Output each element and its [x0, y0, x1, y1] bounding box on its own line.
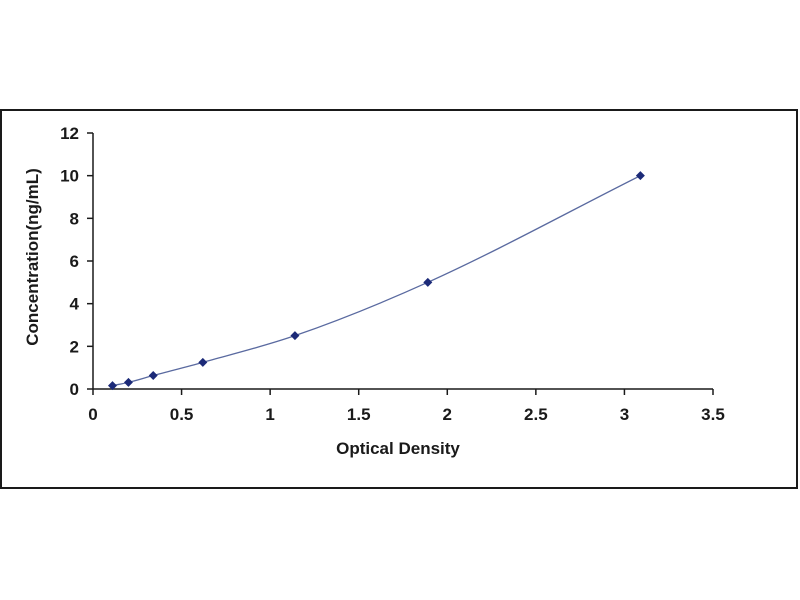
x-tick-label: 0	[88, 405, 97, 424]
y-tick-label: 4	[70, 295, 80, 314]
data-point	[423, 277, 433, 287]
x-tick-label: 2.5	[524, 405, 548, 424]
y-axis-ticks	[87, 132, 93, 390]
x-tick-label: 0.5	[170, 405, 194, 424]
y-axis-title: Concentration(ng/mL)	[23, 168, 42, 346]
y-tick-label: 10	[60, 167, 79, 186]
x-tick-label: 3.5	[701, 405, 725, 424]
y-tick-label: 12	[60, 124, 79, 143]
fit-curve	[112, 175, 641, 387]
x-tick-label: 2	[443, 405, 452, 424]
chart-frame	[0, 109, 798, 489]
x-tick-label: 1	[265, 405, 274, 424]
x-tick-label: 1.5	[347, 405, 371, 424]
data-point	[198, 357, 208, 367]
y-tick-label: 2	[70, 337, 79, 356]
data-point	[290, 331, 300, 341]
x-axis-title: Optical Density	[336, 439, 460, 458]
x-axis-tick-labels: 0 0.5 1 1.5 2 2.5 3 3.5	[88, 405, 725, 424]
data-point	[148, 371, 158, 381]
data-point	[123, 377, 133, 387]
x-axis-ticks	[92, 389, 714, 395]
y-tick-label: 6	[70, 252, 79, 271]
plot-area: 0 0.5 1 1.5 2 2.5 3 3.5 0 2 4 6 8 10 12	[60, 124, 725, 424]
y-tick-label: 8	[70, 209, 79, 228]
x-tick-label: 3	[620, 405, 629, 424]
data-point	[107, 381, 117, 391]
y-axis-tick-labels: 0 2 4 6 8 10 12	[60, 124, 79, 399]
y-tick-label: 0	[70, 380, 79, 399]
data-points	[107, 171, 645, 391]
data-point	[635, 171, 645, 181]
